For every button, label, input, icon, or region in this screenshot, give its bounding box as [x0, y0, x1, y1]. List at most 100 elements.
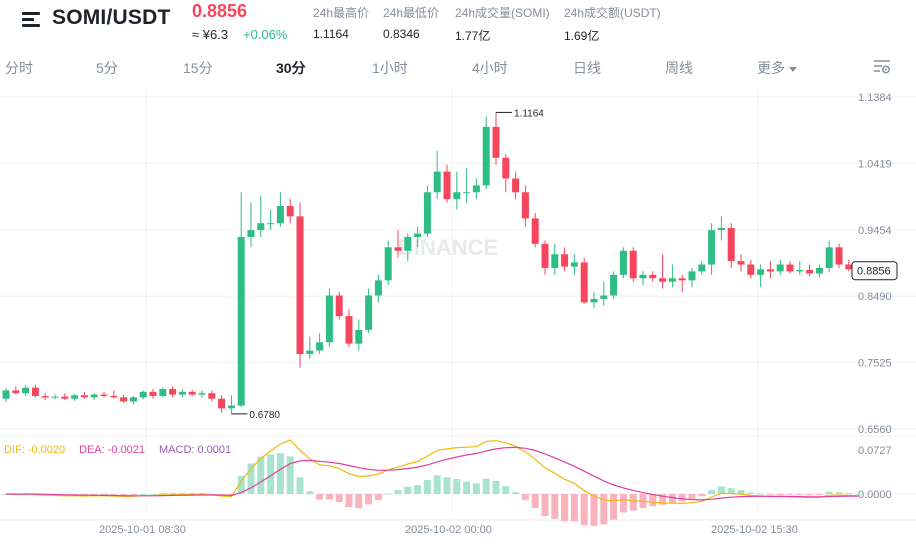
- candle-body: [61, 396, 69, 399]
- last-price: 0.8856: [192, 1, 248, 21]
- macd-histogram-bar: [286, 456, 294, 494]
- macd-histogram-bar: [394, 489, 402, 494]
- macd-histogram-bar: [169, 493, 177, 495]
- macd-histogram-bar: [139, 493, 147, 495]
- legend-dea: DEA: -0.0021: [79, 444, 146, 456]
- candle-body: [345, 316, 353, 344]
- macd-histogram-bar: [325, 494, 333, 500]
- candle-body: [12, 390, 20, 394]
- macd-histogram-bar: [600, 494, 608, 525]
- macd-histogram-bar: [776, 494, 784, 495]
- candle-body: [472, 185, 480, 193]
- macd-histogram-bar: [120, 494, 128, 496]
- candle-body: [22, 387, 30, 394]
- candle-body: [580, 262, 588, 303]
- macd-histogram-bar: [649, 494, 657, 507]
- candle-body: [512, 178, 520, 193]
- candle-body: [443, 171, 451, 200]
- tab-30m[interactable]: 30分: [276, 60, 306, 76]
- tab-more[interactable]: 更多: [757, 58, 797, 78]
- candle-body: [384, 247, 392, 281]
- macd-histogram-bar: [815, 494, 823, 495]
- tab-1d[interactable]: 日线: [573, 60, 601, 76]
- candle-body: [178, 391, 186, 395]
- macd-histogram-bar: [737, 490, 745, 494]
- macd-histogram-bar: [727, 488, 735, 494]
- ticker-header: SOMI/USDT 0.8856 ≈ ¥6.3 +0.06% 24h最高价 1.…: [0, 0, 916, 48]
- candle-body: [717, 228, 725, 231]
- tab-time-share[interactable]: 分时: [5, 60, 33, 76]
- candle-body: [41, 395, 49, 398]
- price-tick-label: 1.0419: [858, 158, 892, 170]
- chart-settings-icon[interactable]: [872, 56, 892, 76]
- candle-body: [227, 405, 235, 409]
- stat-24h-turnover: 24h成交额(USDT) 1.69亿: [564, 4, 661, 44]
- stat-value: 1.77亿: [455, 29, 491, 43]
- legend-macd: MACD: 0.0001: [159, 444, 232, 456]
- candle-body: [218, 398, 226, 409]
- price-tick-label: 1.1384: [858, 92, 892, 104]
- macd-histogram-bar: [766, 494, 774, 495]
- candle-body: [80, 395, 88, 398]
- chevron-down-icon: [789, 66, 797, 72]
- macd-histogram-bar: [502, 486, 510, 494]
- stat-label: 24h成交量(SOMI): [455, 6, 550, 20]
- tab-5m[interactable]: 5分: [96, 60, 118, 76]
- macd-histogram-bar: [306, 491, 314, 494]
- candle-body: [404, 236, 412, 251]
- macd-histogram-bar: [316, 494, 324, 500]
- stat-24h-low: 24h最低价 0.8346: [383, 4, 439, 41]
- candle-body: [825, 247, 833, 268]
- macd-histogram-bar: [610, 494, 618, 520]
- candle-body: [2, 390, 10, 399]
- macd-histogram-bar: [747, 492, 755, 494]
- pair-name[interactable]: SOMI/USDT: [52, 6, 171, 29]
- macd-histogram-bar: [825, 491, 833, 494]
- candle-body: [100, 394, 108, 396]
- stat-label: 24h最高价: [313, 6, 370, 20]
- macd-histogram-bar: [463, 481, 471, 494]
- candle-body: [835, 247, 843, 265]
- macd-tick-label: 0.0000: [858, 489, 892, 501]
- candle-body: [374, 280, 382, 296]
- macd-histogram-bar: [237, 475, 245, 494]
- candle-body: [453, 192, 461, 200]
- macd-histogram-bar: [472, 483, 480, 494]
- stat-value: 1.69亿: [564, 29, 600, 43]
- candlestick-chart[interactable]: 1.1384 1.0419 0.9454 0.8490 0.7525 0.6560 0.07…: [0, 84, 916, 544]
- macd-histogram-bar: [414, 485, 422, 494]
- macd-histogram-bar: [178, 492, 186, 494]
- candle-body: [149, 391, 157, 396]
- candle-body: [355, 329, 363, 344]
- tab-15m[interactable]: 15分: [183, 60, 213, 76]
- watermark: BINANCE: [398, 235, 498, 260]
- interval-tabs: 分时 5分 15分 30分 1小时 4小时 日线 周线 更多: [0, 48, 916, 84]
- tab-1h[interactable]: 1小时: [372, 60, 408, 76]
- macd-histogram-bar: [257, 456, 265, 494]
- candle-body: [237, 236, 245, 406]
- candle-body: [120, 397, 128, 402]
- macd-histogram-bar: [188, 493, 196, 495]
- price-tick-label: 0.9454: [858, 225, 892, 237]
- candle-body: [325, 295, 333, 343]
- candle-body: [649, 274, 657, 279]
- macd-histogram-bar: [835, 492, 843, 494]
- menu-icon[interactable]: [22, 9, 42, 29]
- macd-histogram-bar: [453, 479, 461, 494]
- macd-histogram-bar: [443, 477, 451, 494]
- tab-4h[interactable]: 4小时: [472, 60, 508, 76]
- candle-body: [188, 391, 196, 395]
- candle-body: [561, 254, 569, 267]
- candle-body: [845, 264, 853, 270]
- macd-histogram-bar: [345, 494, 353, 507]
- candle-body: [169, 389, 177, 395]
- candle-body: [629, 250, 637, 279]
- candle-body: [708, 230, 716, 265]
- macd-histogram-bar: [90, 494, 98, 495]
- candle-body: [433, 171, 441, 193]
- macd-histogram-bar: [786, 494, 794, 495]
- tab-1w[interactable]: 周线: [665, 60, 693, 76]
- candle-body: [492, 126, 500, 158]
- candle-body: [423, 192, 431, 234]
- macd-histogram-bar: [374, 494, 382, 501]
